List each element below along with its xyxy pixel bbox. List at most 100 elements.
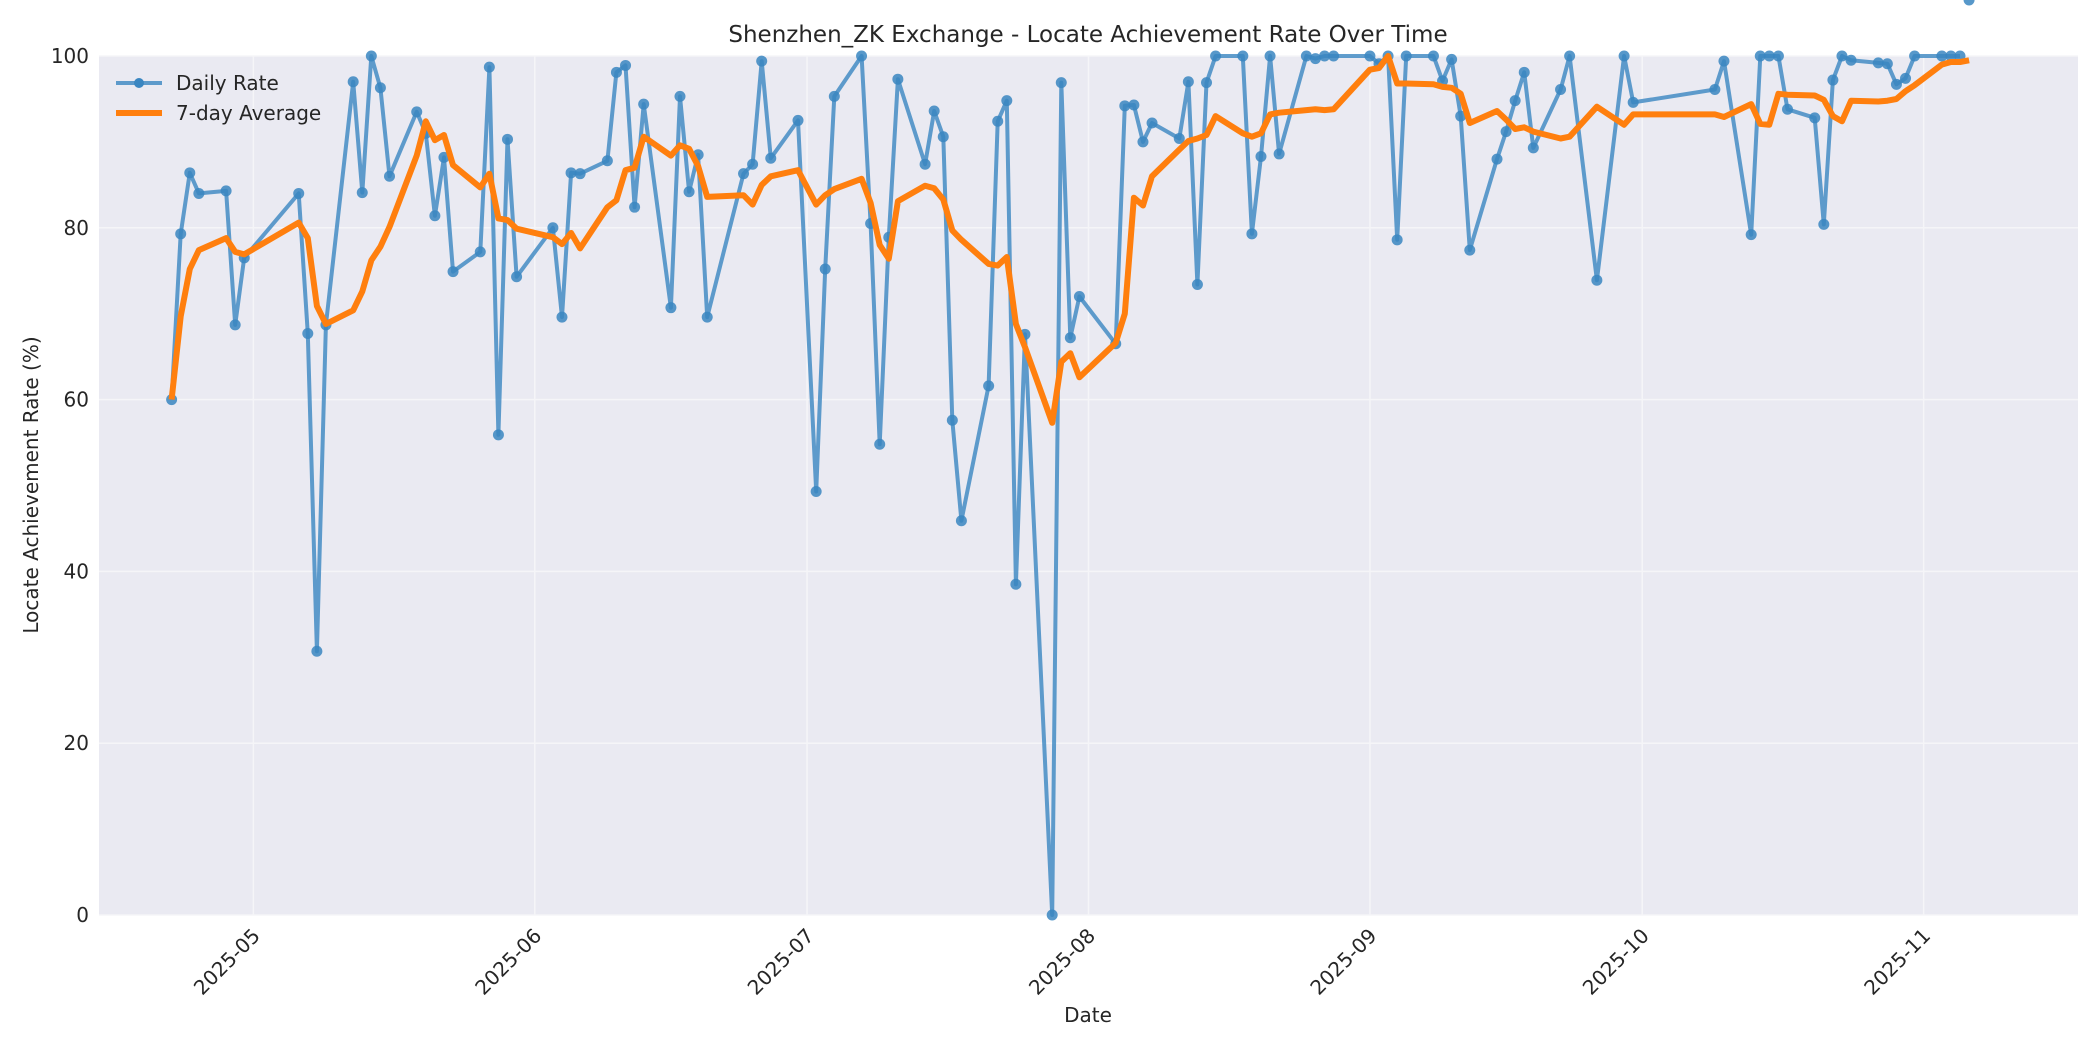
daily-rate-marker	[1309, 53, 1321, 65]
y-tick-label: 100	[51, 44, 89, 68]
daily-rate-marker	[1201, 77, 1213, 89]
daily-rate-marker	[1900, 72, 1912, 84]
daily-rate-line	[169, 54, 1960, 917]
chart-title: Shenzhen_ZK Exchange - Locate Achievemen…	[728, 22, 1447, 48]
average-line	[168, 53, 1970, 426]
daily-rate-marker	[1718, 55, 1730, 67]
y-tick-label: 0	[76, 903, 89, 927]
daily-rate-marker	[674, 90, 686, 102]
daily-rate-marker	[638, 98, 650, 110]
daily-rate-marker	[1872, 57, 1884, 69]
x-axis-ticks: 2025-05 2025-06 2025-07 2025-08 2025-09 2025-…	[189, 924, 1935, 1000]
daily-rate-marker	[765, 152, 777, 164]
daily-rate-marker	[756, 55, 768, 67]
daily-rate-marker	[683, 186, 695, 198]
x-tick-label: 2025-07	[743, 924, 819, 1000]
daily-rate-marker	[1046, 909, 1058, 921]
daily-rate-marker	[447, 266, 459, 278]
daily-rate-marker	[175, 228, 187, 240]
daily-rate-marker	[1909, 50, 1921, 62]
daily-rate-marker	[1591, 274, 1603, 286]
daily-rate-marker	[1772, 50, 1784, 62]
daily-rate-marker	[193, 187, 205, 199]
daily-rate-marker	[1881, 58, 1893, 70]
legend-item-daily-rate: Daily Rate	[116, 71, 279, 95]
daily-rate-marker	[1518, 66, 1530, 78]
daily-rate-marker	[747, 158, 759, 170]
daily-rate-marker	[547, 222, 559, 234]
daily-rate-marker	[1246, 228, 1258, 240]
daily-rate-marker	[383, 170, 395, 182]
daily-rate-marker	[1555, 84, 1567, 96]
daily-rate-marker	[955, 515, 967, 527]
daily-rate-marker	[738, 168, 750, 180]
daily-rate-marker	[819, 263, 831, 275]
daily-rate-marker	[1364, 50, 1376, 62]
daily-rate-marker	[1845, 54, 1857, 66]
x-tick-label: 2025-06	[470, 924, 546, 1000]
daily-rate-marker	[1191, 278, 1203, 290]
daily-rate-marker	[1754, 50, 1766, 62]
daily-rate-marker	[1464, 244, 1476, 256]
daily-rate-marker	[856, 50, 868, 62]
y-tick-label: 40	[64, 559, 89, 583]
daily-rate-marker	[356, 187, 368, 199]
daily-rate-marker	[556, 311, 568, 323]
y-axis-label: Locate Achievement Rate (%)	[19, 336, 43, 633]
daily-rate-marker	[1273, 148, 1285, 160]
daily-rate-marker	[511, 271, 523, 283]
daily-rate-marker	[1255, 151, 1267, 163]
daily-rate-marker	[1455, 110, 1467, 122]
daily-rate-marker	[919, 158, 931, 170]
daily-rate-marker	[574, 168, 586, 180]
daily-rate-marker	[1391, 234, 1403, 246]
legend-label-7-day-average: 7-day Average	[176, 101, 321, 125]
daily-rate-marker	[1400, 50, 1412, 62]
daily-rate-marker	[1328, 50, 1340, 62]
series-daily-rate	[166, 0, 1975, 921]
legend-label-daily-rate: Daily Rate	[176, 71, 279, 95]
legend-item-7-day-average: 7-day Average	[116, 101, 321, 125]
x-tick-label: 2025-05	[189, 924, 265, 1000]
legend: Daily Rate 7-day Average	[116, 71, 321, 125]
series-7-day-average	[168, 53, 1970, 426]
daily-rate-marker	[184, 167, 196, 179]
x-tick-label: 2025-10	[1578, 924, 1654, 1000]
daily-rate-marker	[311, 645, 323, 657]
daily-rate-marker	[937, 131, 949, 143]
daily-rate-marker	[1627, 96, 1639, 108]
daily-rate-marker	[1500, 126, 1512, 138]
daily-rate-marker	[1064, 332, 1076, 344]
daily-rate-marker	[620, 59, 632, 71]
daily-rate-marker	[1264, 50, 1276, 62]
daily-rate-marker	[474, 246, 486, 258]
daily-rate-marker	[429, 210, 441, 222]
daily-rate-marker	[1491, 153, 1503, 165]
daily-rate-marker	[365, 50, 377, 62]
daily-rate-marker	[1300, 50, 1312, 62]
daily-rate-marker	[1745, 229, 1757, 241]
daily-rate-marker	[483, 61, 495, 73]
daily-rate-marker	[892, 73, 904, 85]
daily-rate-marker	[810, 486, 822, 498]
y-axis-ticks: 0 20 40 60 80 100	[51, 44, 89, 927]
daily-rate-marker	[347, 76, 359, 88]
daily-rate-marker	[229, 319, 241, 331]
daily-rate-marker	[1073, 291, 1085, 303]
daily-rate-marker	[701, 311, 713, 323]
daily-rate-marker	[1319, 50, 1331, 62]
daily-rate-marker	[874, 438, 886, 450]
legend-daily-marker-icon	[134, 78, 144, 88]
daily-rate-marker	[1182, 76, 1194, 88]
daily-rate-marker	[1001, 95, 1013, 107]
daily-rate-marker	[1509, 95, 1521, 107]
x-axis-label: Date	[1064, 1003, 1112, 1027]
daily-rate-marker	[1827, 74, 1839, 86]
daily-rate-marker	[1963, 0, 1975, 6]
daily-rate-marker	[828, 90, 840, 102]
x-tick-label: 2025-08	[1024, 924, 1100, 1000]
daily-rate-marker	[1709, 84, 1721, 96]
x-tick-label: 2025-11	[1859, 924, 1935, 1000]
daily-rate-marker	[1210, 50, 1222, 62]
